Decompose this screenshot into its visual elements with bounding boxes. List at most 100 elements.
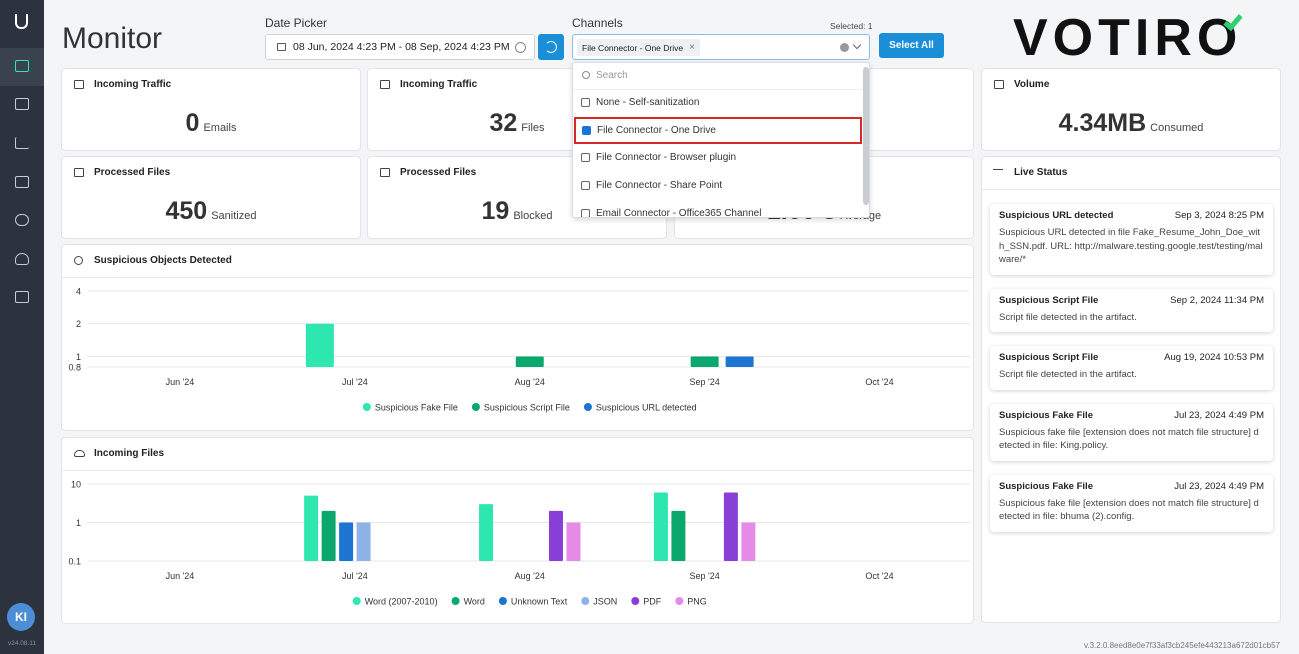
legend-label: Suspicious URL detected [596, 403, 697, 413]
value: 19 [481, 197, 510, 225]
search-input[interactable]: Search [596, 70, 628, 81]
status-item[interactable]: Suspicious URL detected Sep 3, 2024 8:25 … [990, 204, 1273, 275]
x-tick-label: Sep '24 [690, 377, 720, 387]
card-title: Processed Files [94, 167, 171, 178]
legend-label: JSON [593, 597, 617, 607]
separator [573, 89, 863, 90]
legend-swatch [471, 403, 480, 411]
avatar[interactable]: KI [7, 603, 35, 631]
status-item[interactable]: Suspicious Fake File Jul 23, 2024 4:49 PM… [990, 474, 1273, 532]
page-title: Monitor [62, 22, 163, 55]
option-label: File Connector - Share Point [596, 180, 723, 192]
chip-remove[interactable]: × [689, 42, 695, 53]
channels-label: Channels [572, 16, 623, 30]
card-icon [994, 80, 1004, 89]
bar [653, 492, 668, 561]
live-status-title: Live Status [1014, 167, 1068, 178]
status-item[interactable]: Suspicious Fake File Jul 23, 2024 4:49 PM… [990, 403, 1273, 461]
card-title: Volume [1014, 79, 1050, 90]
legend-label: PDF [643, 597, 662, 607]
nav-files[interactable] [15, 98, 29, 110]
card-icon [380, 80, 390, 89]
bar [515, 356, 544, 367]
logo: VOTIRO [1013, 9, 1243, 67]
nav-analytics[interactable] [15, 137, 29, 149]
cloud-icon [74, 450, 85, 457]
clear-date[interactable] [515, 42, 526, 53]
legend-label: Unknown Text [511, 597, 568, 607]
x-tick-label: Oct '24 [865, 571, 893, 581]
option[interactable]: Email Connector - Office365 Channel [573, 200, 863, 217]
x-tick-label: Jul '24 [342, 377, 368, 387]
separator [982, 189, 1280, 190]
build-version: v.3.2.0.8eed8e0e7f33af3cb245efe443213a67… [1083, 641, 1280, 650]
card-value: 4.34MB Consumed [982, 109, 1280, 138]
card-icon [74, 168, 84, 177]
select-all-button[interactable]: Select All [879, 33, 944, 58]
scrollbar[interactable] [863, 67, 869, 205]
y-tick-label: 1 [76, 518, 81, 528]
option-label: None - Self-sanitization [596, 97, 700, 108]
option[interactable]: None - Self-sanitization [573, 89, 863, 116]
chart-title: Incoming Files [94, 448, 165, 459]
x-tick-label: Sep '24 [690, 571, 720, 581]
chart-panel: Incoming Files 10 1 0.1 Jun '24 Jul '24 Aug '… [61, 437, 974, 624]
chart: 10 1 0.1 Jun '24 Jul '24 Aug '24 Sep '24 Oct '2… [68, 480, 970, 607]
y-tick-label: 2 [76, 319, 81, 329]
refresh-icon [545, 41, 557, 53]
status-title: Suspicious Script File [999, 352, 1099, 363]
refresh-button[interactable] [538, 34, 564, 60]
bar [304, 495, 319, 561]
legend: Suspicious Fake File Suspicious Script Fi… [362, 403, 697, 413]
x-tick-label: Jun '24 [166, 571, 195, 581]
value: 0 [185, 109, 200, 137]
live-status-panel: Live Status Suspicious URL detected Sep 3… [981, 156, 1281, 623]
y-tick-label: 10 [71, 480, 81, 490]
option[interactable]: File Connector - One Drive [574, 116, 862, 144]
channel-chip[interactable]: File Connector - One Drive × [577, 39, 700, 56]
legend-swatch [631, 597, 640, 605]
legend-swatch [583, 403, 592, 411]
nav-cloud[interactable] [15, 253, 29, 265]
bar [741, 522, 756, 561]
checkbox [581, 153, 590, 163]
y-tick-label: 1 [76, 352, 81, 362]
value: 32 [489, 109, 518, 137]
card-title: Processed Files [400, 167, 477, 178]
status-text: Script file detected in the artifact. [999, 369, 1137, 380]
bar [566, 522, 581, 561]
nav-dashboard[interactable] [15, 60, 29, 72]
bar [725, 356, 754, 367]
option[interactable]: File Connector - Browser plugin [573, 144, 863, 171]
card-title: Incoming Traffic [94, 79, 172, 90]
status-time: Jul 23, 2024 4:49 PM [1174, 409, 1264, 421]
active-nav[interactable] [0, 48, 44, 86]
status-item[interactable]: Suspicious Script File Aug 19, 2024 10:53… [990, 346, 1273, 390]
bar [690, 356, 719, 367]
channels-select[interactable]: File Connector - One Drive × [572, 34, 870, 60]
option-label: File Connector - Browser plugin [596, 152, 737, 164]
card: Incoming Traffic 0 Emails [61, 68, 361, 151]
unit: Sanitized [211, 210, 257, 222]
chart: 4 2 10.8 Jun '24 Jul '24 Aug '24 Sep '24 Oct '2… [68, 287, 970, 413]
chevron[interactable] [852, 40, 862, 50]
version: v24.08.11 [7, 640, 37, 647]
legend-swatch [498, 597, 507, 605]
checkbox [582, 125, 591, 135]
nav-settings[interactable] [15, 214, 29, 226]
status-item[interactable]: Suspicious Script File Sep 2, 2024 11:34 … [990, 288, 1273, 332]
bar [339, 522, 354, 561]
card-value: 0 Emails [62, 109, 360, 138]
clear-channels[interactable] [840, 43, 849, 52]
channels-dropdown: Search None - Self-sanitization File Conn… [572, 62, 870, 218]
bar [548, 510, 563, 561]
app-logo[interactable] [15, 14, 28, 29]
x-tick-label: Oct '24 [865, 377, 893, 387]
status-text: Suspicious fake file [extension does not… [999, 426, 1259, 452]
nav-images[interactable] [15, 291, 29, 303]
nav-reports[interactable] [15, 176, 29, 188]
option[interactable]: File Connector - Share Point [573, 172, 863, 199]
date-picker[interactable]: 08 Jun, 2024 4:23 PM - 08 Sep, 2024 4:23… [265, 34, 535, 60]
checkbox [581, 98, 590, 107]
